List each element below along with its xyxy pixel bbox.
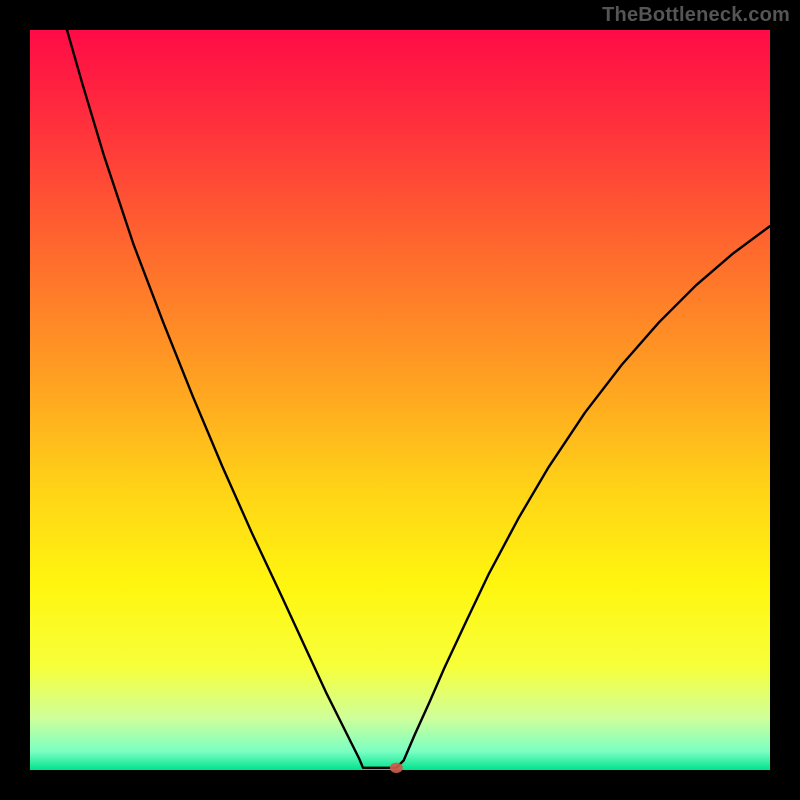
optimal-point-marker xyxy=(390,763,403,773)
plot-background-gradient xyxy=(30,30,770,770)
watermark-text: TheBottleneck.com xyxy=(602,4,790,27)
plot-outer xyxy=(0,0,800,800)
chart-container: TheBottleneck.com xyxy=(0,0,800,800)
bottleneck-chart xyxy=(0,0,800,800)
